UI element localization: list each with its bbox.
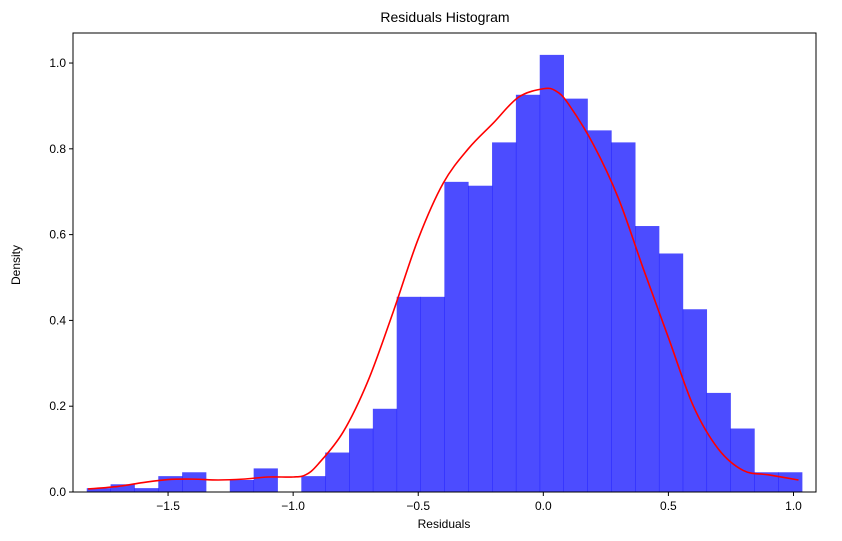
histogram-bar — [134, 488, 159, 492]
y-axis-label: Density — [9, 245, 23, 285]
histogram-bar — [420, 296, 445, 492]
x-tick-label: −1.5 — [156, 499, 180, 513]
x-tick-label: −1.0 — [281, 499, 305, 513]
histogram-bar — [444, 181, 469, 492]
histogram-bar — [253, 468, 278, 492]
histogram-bar — [110, 484, 135, 492]
histogram-bar — [349, 428, 374, 492]
histogram-bar — [730, 428, 755, 492]
histogram-bar — [229, 479, 255, 492]
histogram-bar — [706, 392, 731, 492]
histogram-bar — [682, 309, 708, 492]
histogram-bar — [635, 226, 660, 492]
histogram-bar — [325, 452, 350, 492]
histogram-bar — [396, 296, 421, 492]
kde-curve-line — [87, 87, 799, 490]
x-tick-label: 1.0 — [785, 499, 802, 513]
histogram-bar — [778, 472, 803, 492]
y-tick-label: 0.8 — [49, 142, 66, 156]
y-axis-ticks: 0.0 0.2 0.4 0.6 0.8 1.0 — [49, 56, 73, 499]
y-tick-label: 0.0 — [49, 485, 66, 499]
histogram-bars — [86, 54, 803, 493]
histogram-bar — [563, 98, 588, 492]
y-tick-label: 0.6 — [49, 228, 66, 242]
plot-frame — [72, 32, 817, 493]
x-tick-label: −0.5 — [406, 499, 430, 513]
y-tick-label: 0.4 — [49, 313, 66, 327]
histogram-bar — [587, 130, 612, 492]
histogram-bar — [658, 253, 684, 492]
x-axis-label: Residuals — [418, 517, 471, 531]
x-tick-label: 0.0 — [535, 499, 552, 513]
histogram-bar — [468, 185, 493, 492]
histogram-bar — [539, 54, 564, 493]
y-tick-label: 1.0 — [49, 56, 66, 70]
histogram-bar — [86, 488, 112, 492]
histogram-bar — [515, 94, 541, 492]
y-tick-label: 0.2 — [49, 399, 66, 413]
x-tick-label: 0.5 — [660, 499, 677, 513]
histogram-bar — [301, 476, 326, 492]
x-axis-ticks: −1.5 −1.0 −0.5 0.0 0.5 1.0 — [156, 492, 802, 513]
chart-title: Residuals Histogram — [380, 9, 509, 25]
histogram-bar — [492, 142, 517, 492]
histogram-bar — [754, 472, 779, 492]
histogram-bar — [182, 472, 207, 492]
histogram-bar — [372, 408, 398, 492]
histogram-bar — [611, 142, 636, 492]
